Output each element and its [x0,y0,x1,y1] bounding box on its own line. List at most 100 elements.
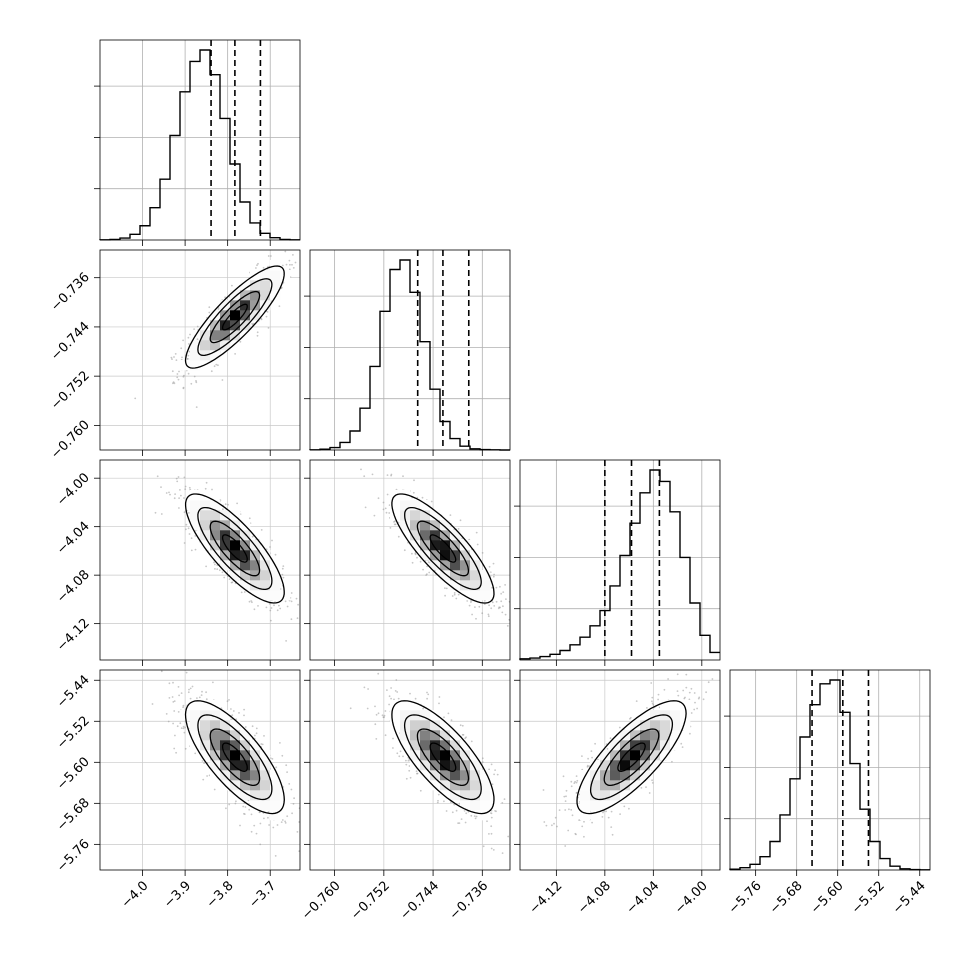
sample-point [235,800,237,803]
sample-point [260,529,263,531]
sample-point [232,710,235,712]
sample-point [651,700,653,703]
sample-point [495,586,498,589]
sample-point [182,725,185,728]
sample-point [178,694,181,697]
density-cell [490,590,501,601]
sample-point [450,719,453,721]
sample-point [499,606,501,609]
sample-point [402,755,404,758]
histogram-panel-0 [94,39,301,246]
sample-point [255,732,258,735]
density-cell [270,580,281,591]
density-cell [270,800,281,811]
sample-point [258,811,261,814]
density-cell [260,780,271,791]
sample-point [403,549,406,552]
sample-point [196,338,199,341]
sample-point [174,353,177,355]
sample-point [457,528,460,530]
sample-point [281,573,284,576]
sample-point [427,693,430,696]
sample-point [481,552,484,554]
sample-point [623,805,626,808]
density-cell [480,590,491,601]
density-cell [420,530,431,541]
sample-point [398,755,401,758]
density-cell [670,730,681,741]
sample-point [488,565,491,568]
sample-point [470,814,473,817]
density-cell [410,700,421,711]
density-cell [440,520,451,531]
density-cell [640,770,651,781]
sample-point [545,824,548,827]
density-cell [450,740,461,751]
sample-point [172,722,175,725]
contours-2-1 [391,493,495,604]
density-cell [260,590,271,601]
sample-point [294,261,297,264]
density-cell [600,780,611,791]
sample-point [459,519,462,522]
sample-point [609,737,612,740]
sample-point [190,549,193,552]
sample-point [492,562,495,565]
sample-point [676,690,679,692]
sample-point [286,771,288,773]
sample-point [182,706,185,709]
sample-point [182,375,185,378]
density-cell [470,760,481,771]
density-cell [190,520,201,531]
density-cell [440,760,451,771]
density-cell [620,790,631,801]
sample-point [688,698,691,701]
density-cell [220,710,231,721]
density-cell [660,750,671,761]
density-cell [210,550,221,561]
sample-point [453,593,456,596]
sample-point [281,264,284,267]
sample-point [457,593,460,596]
contour-2-0-2 [197,506,273,591]
sample-point [214,563,216,566]
contour-2-1-1 [416,520,470,577]
density-cell [260,750,271,761]
density-cell [620,760,631,771]
sample-point [169,493,171,496]
contour-3-2-3 [576,700,687,815]
density-cell [610,780,621,791]
sample-point [270,607,273,609]
sample-point [298,821,300,823]
sample-point [184,726,187,729]
sample-point [396,691,399,693]
density-cell [660,700,671,711]
density-cell [480,580,491,591]
sample-point [503,798,506,800]
density-cell [450,790,461,801]
density-cell [270,810,281,821]
density-cell [600,790,611,801]
sample-point [457,822,459,824]
sample-point [453,803,456,806]
density-cell [400,730,411,741]
sample-point [492,575,495,578]
sample-point [243,813,246,815]
sample-point [377,672,380,675]
density-cell [390,500,401,511]
sample-point [212,681,214,684]
density-cell [190,360,201,371]
sample-point [371,473,374,476]
sample-point [574,780,576,783]
sample-point [290,618,293,621]
sample-point [663,688,666,691]
density-cell [260,800,271,811]
sample-point [176,373,179,375]
sample-point [393,523,396,526]
sample-point [399,750,402,753]
sample-point [270,255,272,257]
sample-point [591,756,593,759]
sample-point [553,822,555,825]
sample-point [576,779,579,782]
sample-point [160,670,163,673]
